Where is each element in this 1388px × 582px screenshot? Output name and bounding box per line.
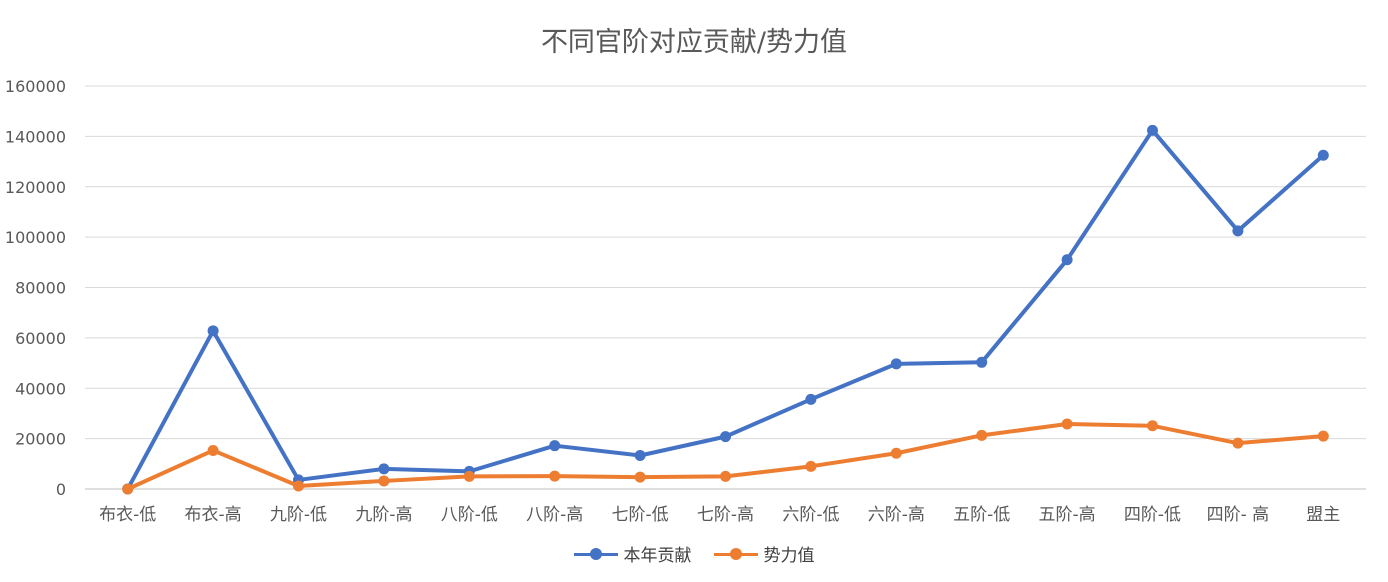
- data-point-series-2-2: [293, 480, 304, 492]
- y-tick-label-20000: 20000: [15, 430, 66, 449]
- x-tick-label-11: 五阶-高: [1039, 505, 1096, 525]
- y-tick-label-0: 0: [56, 480, 66, 499]
- data-point-series-2-9: [890, 447, 902, 459]
- legend-label-series-1: 本年贡献: [623, 546, 692, 566]
- data-point-series-2-3: [378, 475, 390, 487]
- data-point-series-1-9: [890, 358, 902, 370]
- legend-swatch-series-2: [713, 547, 758, 561]
- x-axis-tick-labels: 布衣-低 布衣-高 九阶-低 九阶-高 八阶-低 八阶-高 七阶-低 七阶-高 六阶-低 六阶-高…: [99, 505, 1340, 525]
- y-axis-tick-labels: 0 20000 40000 60000 80000 100000 120000 140000 1…: [5, 77, 66, 499]
- legend: 本年贡献 势力值: [0, 541, 1388, 566]
- x-tick-label-9: 六阶-高: [868, 505, 925, 525]
- x-tick-label-4: 八阶-低: [441, 505, 498, 525]
- data-point-series-1-1: [207, 325, 219, 337]
- x-tick-label-12: 四阶-低: [1124, 505, 1181, 525]
- data-point-series-2-4: [463, 470, 475, 482]
- legend-label-series-2: 势力值: [763, 546, 815, 566]
- x-tick-label-0: 布衣-低: [99, 505, 156, 525]
- x-tick-label-13: 四阶- 高: [1207, 505, 1270, 525]
- data-point-series-1-13: [1232, 225, 1244, 237]
- data-point-series-2-1: [207, 444, 219, 456]
- x-tick-label-5: 八阶-高: [526, 505, 583, 525]
- data-point-series-2-10: [976, 429, 988, 441]
- x-tick-label-1: 布衣-高: [185, 505, 242, 525]
- data-point-series-1-5: [549, 440, 561, 452]
- y-tick-label-40000: 40000: [15, 379, 66, 398]
- legend-item-series-2[interactable]: 势力值: [713, 541, 815, 566]
- y-tick-label-60000: 60000: [15, 329, 66, 348]
- data-point-series-2-8: [805, 460, 817, 472]
- legend-swatch-series-1: [573, 547, 618, 561]
- y-tick-label-160000: 160000: [5, 77, 66, 96]
- x-tick-label-7: 七阶-高: [697, 505, 754, 525]
- data-point-series-2-11: [1061, 418, 1073, 430]
- x-tick-label-2: 九阶-低: [270, 505, 327, 525]
- data-point-series-1-6: [634, 450, 646, 462]
- series-layer: [122, 124, 1329, 495]
- x-tick-label-3: 九阶-高: [355, 505, 412, 525]
- data-point-series-1-8: [805, 393, 817, 405]
- x-tick-label-10: 五阶-低: [953, 505, 1010, 525]
- data-point-series-2-7: [720, 470, 731, 482]
- data-point-series-2-0: [122, 483, 134, 495]
- data-point-series-1-10: [976, 356, 988, 368]
- y-tick-label-80000: 80000: [15, 279, 66, 298]
- data-point-series-1-7: [720, 431, 731, 443]
- x-tick-label-14: 盟主: [1306, 505, 1340, 525]
- y-tick-label-140000: 140000: [5, 127, 66, 146]
- data-point-series-1-3: [378, 463, 390, 475]
- data-point-series-2-5: [549, 470, 561, 482]
- data-point-series-1-12: [1147, 124, 1158, 136]
- y-tick-label-120000: 120000: [5, 178, 66, 197]
- data-point-series-2-14: [1317, 430, 1329, 442]
- x-tick-label-8: 六阶-低: [782, 505, 839, 525]
- data-point-series-2-12: [1147, 420, 1158, 432]
- data-point-series-1-14: [1317, 149, 1329, 161]
- data-point-series-1-11: [1061, 254, 1073, 266]
- x-tick-label-6: 七阶-低: [612, 505, 669, 525]
- data-point-series-2-13: [1232, 437, 1244, 449]
- legend-item-series-1[interactable]: 本年贡献: [573, 541, 692, 566]
- data-point-series-2-6: [634, 471, 646, 483]
- y-tick-label-100000: 100000: [5, 228, 66, 247]
- chart-title: 不同官阶对应贡献/势力值: [540, 27, 848, 58]
